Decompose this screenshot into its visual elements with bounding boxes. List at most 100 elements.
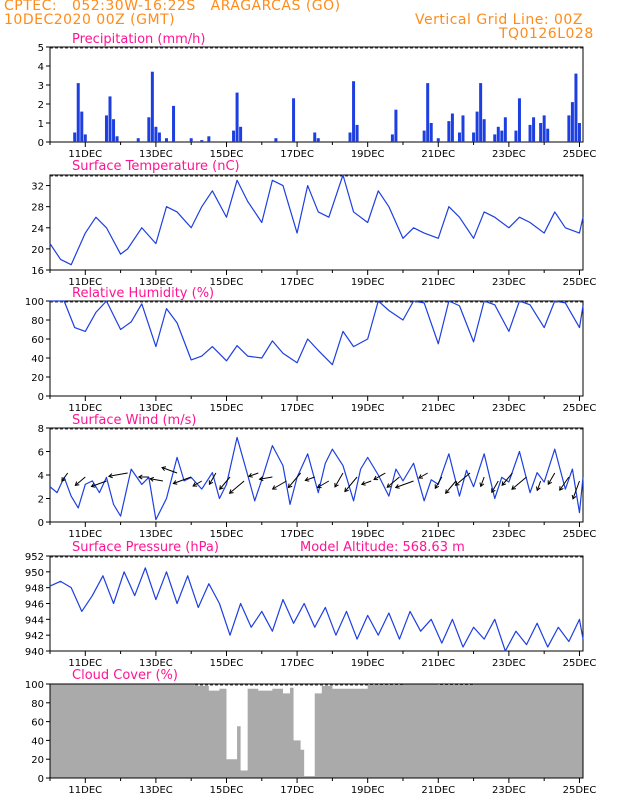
y-tick-label: 946	[25, 600, 44, 611]
x-tick-label: 23DEC	[492, 277, 526, 288]
precip-bar	[239, 126, 243, 142]
y-tick-label: 60	[31, 335, 44, 346]
wind-arrowhead	[434, 484, 440, 490]
precip-bar	[115, 136, 119, 142]
series-line	[50, 300, 584, 366]
precip-bar	[496, 126, 500, 142]
precip-bar	[457, 132, 461, 142]
precip-bar	[447, 121, 451, 142]
x-tick-label: 21DEC	[421, 277, 455, 288]
wind-arrowhead	[373, 475, 379, 481]
x-tick-label: 17DEC	[280, 658, 314, 669]
x-tick-label: 25DEC	[563, 785, 597, 796]
wind-arrowhead	[228, 489, 234, 494]
x-tick-label: 17DEC	[280, 149, 314, 160]
precip-bar	[482, 119, 486, 142]
precip-bar	[112, 119, 116, 142]
wind-arrowhead	[90, 483, 96, 488]
precip-bar	[503, 117, 507, 142]
wind-arrowhead	[394, 484, 400, 489]
wind-arrowhead	[559, 486, 564, 491]
y-tick-label: 28	[31, 203, 44, 214]
precip-bar	[475, 111, 479, 142]
y-tick-label: 942	[25, 631, 44, 642]
precip-bar	[108, 96, 112, 142]
wind-vector	[501, 472, 513, 486]
panel-title: Cloud Cover (%)	[72, 668, 178, 683]
x-tick-label: 11DEC	[68, 658, 102, 669]
wind-arrowhead	[479, 482, 485, 488]
wind-vector	[75, 476, 86, 486]
x-tick-label: 11DEC	[68, 149, 102, 160]
y-tick-label: 952	[25, 552, 44, 563]
wind-vector	[248, 472, 259, 477]
precip-bar	[546, 128, 550, 142]
precip-bar	[528, 124, 532, 142]
precip-bar	[500, 130, 504, 142]
x-tick-label: 19DEC	[351, 785, 385, 796]
header-run-time: 10DEC2020 00Z (GMT)	[4, 12, 176, 28]
wind-vector	[511, 476, 527, 490]
panel-frame	[49, 555, 584, 652]
wind-vector	[208, 472, 217, 485]
x-tick-label: 17DEC	[280, 785, 314, 796]
precip-bar	[532, 117, 536, 142]
y-tick-label: 20	[31, 373, 44, 384]
precip-bar	[570, 102, 574, 142]
wind-arrowhead	[172, 480, 178, 485]
precip-bar	[172, 105, 176, 142]
cloud-cover-area	[50, 684, 583, 778]
precip-bar	[577, 123, 581, 142]
x-tick-label: 25DEC	[563, 149, 597, 160]
x-tick-label: 21DEC	[421, 403, 455, 414]
x-tick-label: 13DEC	[139, 658, 173, 669]
y-tick-label: 1	[38, 119, 44, 130]
precip-bar	[150, 71, 154, 142]
x-tick-label: 11DEC	[68, 403, 102, 414]
wind-vector	[418, 472, 428, 479]
y-tick-label: 80	[31, 699, 44, 710]
precip-bar	[390, 134, 394, 142]
y-tick-label: 80	[31, 316, 44, 327]
wind-arrowhead	[74, 481, 80, 486]
wind-vector	[334, 472, 344, 488]
x-tick-label: 11DEC	[68, 785, 102, 796]
precip-bar	[147, 117, 151, 142]
precip-bar	[426, 83, 430, 142]
x-tick-label: 15DEC	[210, 658, 244, 669]
precip-bar	[157, 132, 161, 142]
y-tick-label: 944	[25, 615, 44, 626]
x-tick-label: 19DEC	[351, 403, 385, 414]
wind-arrowhead	[316, 483, 322, 489]
wind-vector	[219, 476, 231, 490]
wind-vector	[173, 476, 192, 484]
precip-bar	[429, 123, 433, 142]
x-tick-label: 19DEC	[351, 529, 385, 540]
wind-vector	[536, 480, 542, 491]
precip-bar	[542, 115, 546, 142]
x-tick-label: 23DEC	[492, 658, 526, 669]
wind-vector	[445, 480, 457, 494]
wind-arrowhead	[535, 486, 541, 492]
precip-bar	[574, 73, 578, 142]
y-tick-label: 4	[38, 62, 44, 73]
wind-arrowhead	[334, 482, 339, 488]
wind-vector	[480, 476, 485, 487]
wind-vector	[161, 467, 178, 474]
precip-bar	[422, 130, 426, 142]
panel-title: Surface Temperature (nC)	[72, 159, 240, 174]
wind-vector	[395, 480, 414, 488]
wind-vector	[108, 472, 128, 477]
x-tick-label: 15DEC	[210, 529, 244, 540]
x-tick-label: 17DEC	[280, 529, 314, 540]
y-tick-label: 8	[38, 424, 44, 435]
wind-arrowhead	[219, 485, 224, 490]
panel-title: Precipitation (mm/h)	[72, 32, 205, 47]
wind-arrowhead	[192, 482, 198, 487]
precip-bar	[232, 130, 236, 142]
y-tick-label: 940	[25, 647, 44, 658]
x-tick-label: 23DEC	[492, 785, 526, 796]
panel-title: Surface Pressure (hPa)	[72, 540, 219, 555]
y-tick-label: 3	[38, 81, 44, 92]
precip-bar	[154, 126, 158, 142]
